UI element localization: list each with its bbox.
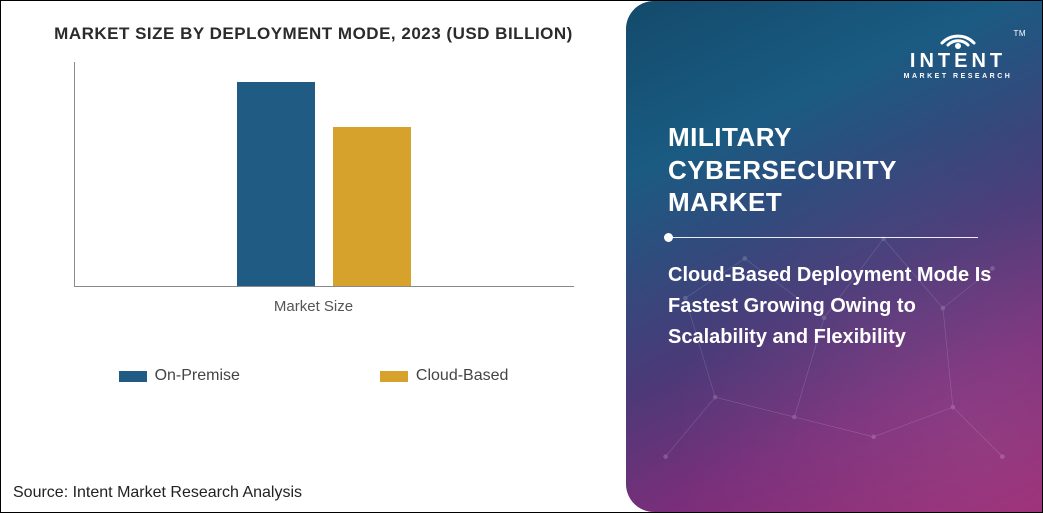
logo-word: INTENT — [898, 51, 1018, 71]
legend-swatch-cloud-based — [380, 371, 408, 382]
summary-title: MILITARY CYBERSECURITY MARKET — [668, 121, 1014, 219]
chart-plot: Market Size — [34, 62, 594, 317]
chart-panel: MARKET SIZE BY DEPLOYMENT MODE, 2023 (US… — [1, 1, 626, 512]
summary-content: TM INTENT MARKET RESEARCH MILITARY CYBER… — [626, 1, 1042, 512]
report-graphic: MARKET SIZE BY DEPLOYMENT MODE, 2023 (US… — [0, 0, 1043, 513]
chart-x-label: Market Size — [34, 298, 594, 315]
bar-on-premise — [237, 82, 315, 287]
chart-title: MARKET SIZE BY DEPLOYMENT MODE, 2023 (US… — [54, 23, 574, 44]
chart-legend: On-Premise Cloud-Based — [21, 367, 606, 385]
summary-body: Cloud-Based Deployment Mode Is Fastest G… — [668, 260, 998, 353]
bar-cloud-based — [333, 127, 411, 287]
logo-tm: TM — [1013, 29, 1026, 38]
legend-label: On-Premise — [155, 367, 240, 385]
bar-group — [75, 62, 574, 286]
wifi-icon — [936, 19, 980, 49]
summary-divider — [668, 237, 978, 238]
source-line: Source: Intent Market Research Analysis — [13, 484, 302, 502]
summary-panel: TM INTENT MARKET RESEARCH MILITARY CYBER… — [626, 1, 1042, 512]
chart-axes — [74, 62, 574, 287]
legend-swatch-on-premise — [119, 371, 147, 382]
legend-item-cloud-based: Cloud-Based — [380, 367, 509, 385]
legend-item-on-premise: On-Premise — [119, 367, 240, 385]
brand-logo: TM INTENT MARKET RESEARCH — [898, 19, 1018, 80]
logo-sub: MARKET RESEARCH — [898, 73, 1018, 80]
legend-label: Cloud-Based — [416, 367, 509, 385]
